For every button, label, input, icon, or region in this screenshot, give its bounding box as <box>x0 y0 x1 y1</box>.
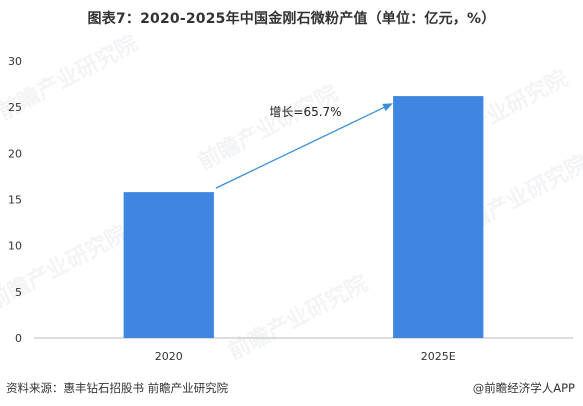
y-tick-label: 5 <box>15 286 22 299</box>
growth-annotation: 增长=65.7% <box>215 103 393 189</box>
y-tick-label: 0 <box>15 332 22 345</box>
y-tick-label: 15 <box>8 194 22 207</box>
bar <box>123 192 214 338</box>
y-tick-label: 30 <box>8 55 22 68</box>
bars <box>123 96 484 338</box>
y-tick-label: 25 <box>8 101 22 114</box>
credit-label: @前瞻经济学人APP <box>472 381 575 395</box>
x-tick-label: 2020 <box>155 350 183 363</box>
y-tick-label: 10 <box>8 240 22 253</box>
y-tick-label: 20 <box>8 147 22 160</box>
bar <box>393 96 484 338</box>
growth-label: 增长=65.7% <box>269 105 341 119</box>
x-axis-ticks: 2020 2025E <box>155 350 456 363</box>
growth-arrow <box>215 103 393 189</box>
chart-title: 图表7：2020-2025年中国金刚石微粉产值（单位：亿元，%） <box>87 11 496 27</box>
x-tick-label: 2025E <box>421 350 456 363</box>
source-label: 资料来源：惠丰钻石招股书 前瞻产业研究院 <box>6 381 229 395</box>
y-axis: 0 5 10 15 20 25 30 <box>8 55 22 345</box>
